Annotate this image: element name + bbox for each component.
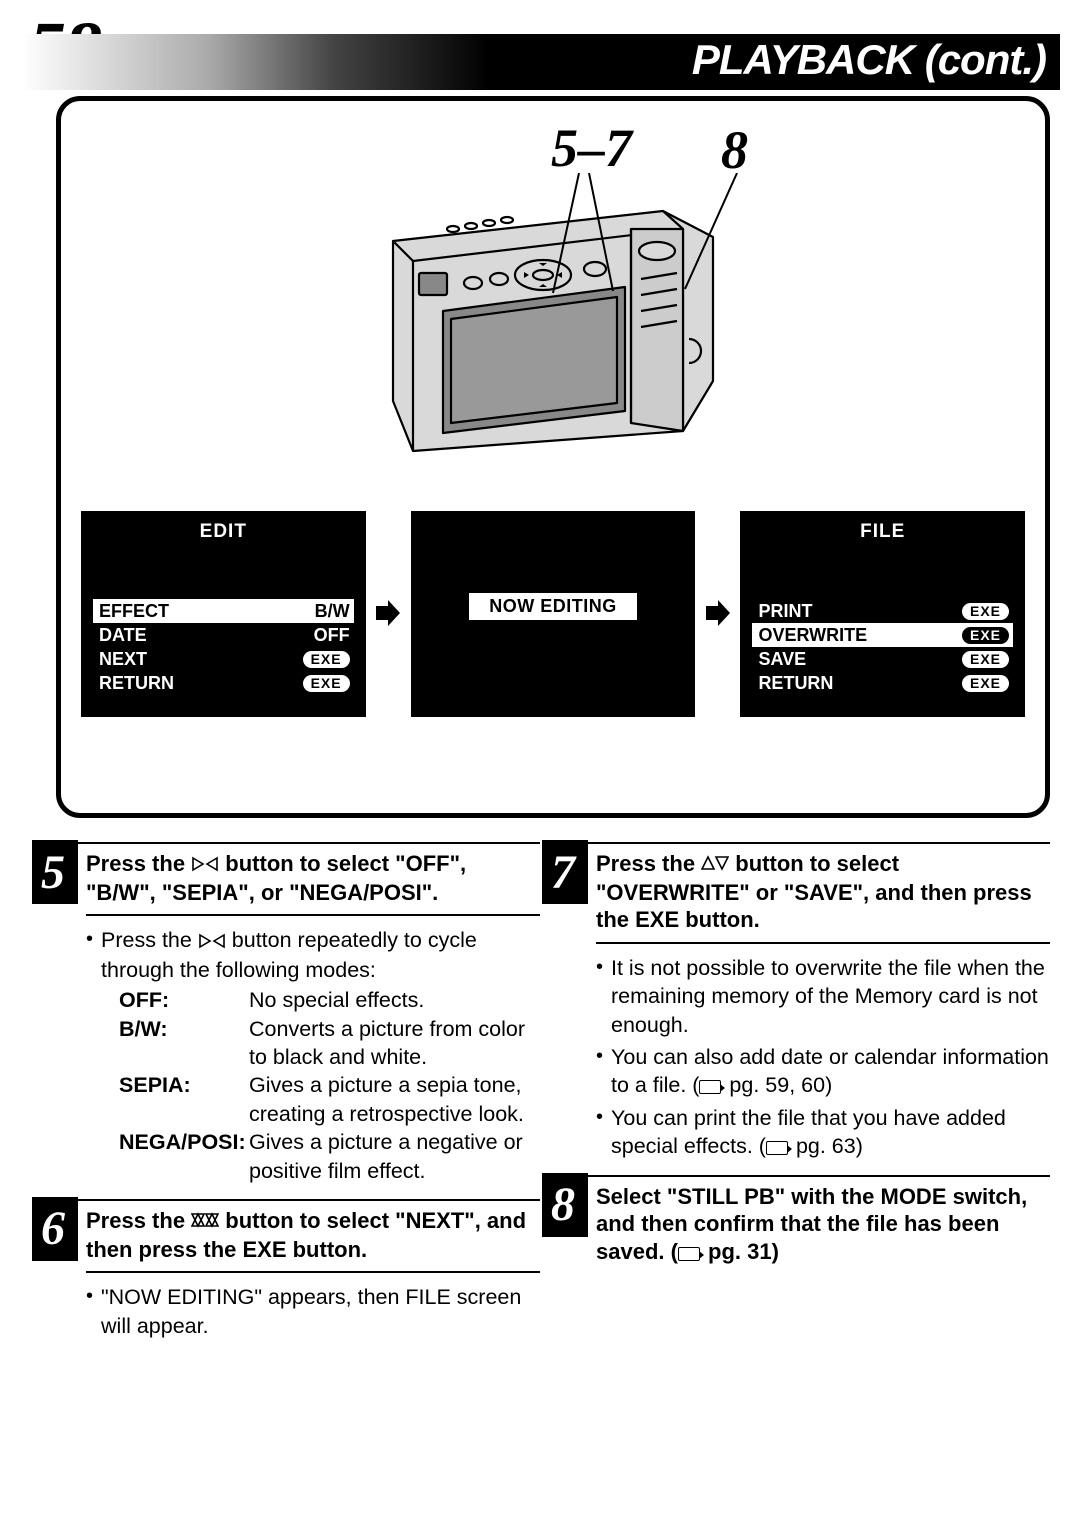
step-number: 5 bbox=[32, 840, 78, 904]
step-5-heading: Press the button to select "OFF", "B/W",… bbox=[86, 850, 540, 916]
page-ref-icon bbox=[699, 1080, 721, 1094]
mode-label: SEPIA: bbox=[119, 1071, 249, 1128]
panel-row-value: OFF bbox=[314, 625, 350, 646]
panel-edit-title: EDIT bbox=[93, 521, 354, 543]
mode-row: SEPIA:Gives a picture a sepia tone, crea… bbox=[119, 1071, 540, 1128]
panel-row: SAVE EXE bbox=[752, 647, 1013, 671]
panel-row-value: B/W bbox=[315, 601, 350, 622]
up-down-triangles-icon bbox=[191, 1208, 219, 1236]
left-right-triangles-icon bbox=[198, 928, 226, 956]
panel-now-editing: NOW EDITING bbox=[411, 511, 695, 717]
exe-pill: EXE bbox=[962, 675, 1009, 692]
exe-pill: EXE bbox=[962, 651, 1009, 668]
panel-row-label: EFFECT bbox=[99, 601, 169, 622]
panel-edit: EDIT EFFECT B/W DATE OFF NEXT EXE RETURN EXE bbox=[81, 511, 366, 717]
up-down-triangles-icon bbox=[701, 851, 729, 879]
now-editing-label: NOW EDITING bbox=[469, 593, 637, 620]
diagram-frame: 5–7 8 bbox=[56, 96, 1050, 818]
exe-pill: EXE bbox=[303, 675, 350, 692]
step-number: 8 bbox=[542, 1173, 588, 1237]
mode-table: OFF:No special effects.B/W:Converts a pi… bbox=[119, 986, 540, 1185]
screen-panels: EDIT EFFECT B/W DATE OFF NEXT EXE RETURN EXE NO… bbox=[81, 511, 1025, 717]
text: It is not possible to overwrite the file… bbox=[611, 954, 1050, 1039]
panel-row-label: DATE bbox=[99, 625, 147, 646]
exe-pill: EXE bbox=[962, 603, 1009, 620]
text: Press the bbox=[596, 851, 701, 876]
step-7-heading: Press the button to select "OVERWRITE" o… bbox=[596, 850, 1050, 944]
panel-row-label: RETURN bbox=[99, 673, 174, 694]
panel-row: PRINT EXE bbox=[752, 599, 1013, 623]
step-8: 8 Select "STILL PB" with the MODE switch… bbox=[566, 1175, 1050, 1274]
callout-8: 8 bbox=[721, 119, 748, 181]
callout-5-7: 5–7 bbox=[551, 117, 632, 179]
step-5: 5 Press the button to select "OFF", "B/W… bbox=[56, 842, 540, 1185]
mode-desc: No special effects. bbox=[249, 986, 424, 1014]
mode-row: B/W:Converts a picture from color to bla… bbox=[119, 1015, 540, 1072]
page-ref-icon bbox=[766, 1141, 788, 1155]
instruction-columns: 5 Press the button to select "OFF", "B/W… bbox=[56, 842, 1050, 1354]
panel-row-label: OVERWRITE bbox=[758, 625, 867, 646]
text: Press the bbox=[101, 928, 198, 952]
mode-row: OFF:No special effects. bbox=[119, 986, 540, 1014]
exe-pill: EXE bbox=[303, 651, 350, 668]
page-ref-icon bbox=[678, 1247, 700, 1261]
text: Select "STILL PB" with the MODE switch, … bbox=[596, 1184, 1027, 1264]
text: "NOW EDITING" appears, then FILE screen … bbox=[101, 1283, 540, 1340]
text: Press the bbox=[86, 1208, 191, 1233]
text: Press the bbox=[86, 851, 191, 876]
panel-row: OVERWRITE EXE bbox=[752, 623, 1013, 647]
panel-file-title: FILE bbox=[752, 521, 1013, 543]
step-6-body: "NOW EDITING" appears, then FILE screen … bbox=[86, 1283, 540, 1340]
step-number: 7 bbox=[542, 840, 588, 904]
panel-row: RETURN EXE bbox=[93, 671, 354, 695]
left-column: 5 Press the button to select "OFF", "B/W… bbox=[56, 842, 540, 1354]
panel-row-label: SAVE bbox=[758, 649, 806, 670]
mode-row: NEGA/POSI:Gives a picture a negative or … bbox=[119, 1128, 540, 1185]
step-7-body: It is not possible to overwrite the file… bbox=[596, 954, 1050, 1161]
panel-row-label: NEXT bbox=[99, 649, 147, 670]
text: pg. 59, 60) bbox=[723, 1073, 832, 1097]
mode-desc: Gives a picture a sepia tone, creating a… bbox=[249, 1071, 540, 1128]
panel-file: FILE PRINT EXE OVERWRITE EXE SAVE EXE RETURN EX… bbox=[740, 511, 1025, 717]
panel-row: DATE OFF bbox=[93, 623, 354, 647]
mode-desc: Gives a picture a negative or positive f… bbox=[249, 1128, 540, 1185]
panel-row: EFFECT B/W bbox=[93, 599, 354, 623]
panel-row-label: RETURN bbox=[758, 673, 833, 694]
panel-row-label: PRINT bbox=[758, 601, 812, 622]
section-title: PLAYBACK (cont.) bbox=[22, 34, 1060, 90]
step-7: 7 Press the button to select "OVERWRITE"… bbox=[566, 842, 1050, 1161]
arrow-icon bbox=[374, 589, 403, 639]
step-6-heading: Press the button to select "NEXT", and t… bbox=[86, 1207, 540, 1273]
text: pg. 31) bbox=[702, 1239, 779, 1264]
left-right-triangles-icon bbox=[191, 851, 219, 879]
step-number: 6 bbox=[32, 1197, 78, 1261]
page-header: 58 EN PLAYBACK (cont.) bbox=[0, 0, 1080, 92]
callout-line-57 bbox=[551, 173, 631, 303]
right-column: 7 Press the button to select "OVERWRITE"… bbox=[566, 842, 1050, 1354]
arrow-icon bbox=[703, 589, 732, 639]
camera-illustration-area: 5–7 8 bbox=[81, 115, 1025, 505]
panel-row: RETURN EXE bbox=[752, 671, 1013, 695]
mode-label: OFF: bbox=[119, 986, 249, 1014]
exe-pill: EXE bbox=[962, 627, 1009, 644]
mode-desc: Converts a picture from color to black a… bbox=[249, 1015, 540, 1072]
step-8-heading: Select "STILL PB" with the MODE switch, … bbox=[596, 1183, 1050, 1274]
step-6: 6 Press the button to select "NEXT", and… bbox=[56, 1199, 540, 1340]
mode-label: B/W: bbox=[119, 1015, 249, 1072]
text: pg. 63) bbox=[790, 1134, 863, 1158]
callout-line-8 bbox=[681, 173, 791, 303]
panel-row: NEXT EXE bbox=[93, 647, 354, 671]
step-5-body: Press the button repeatedly to cycle thr… bbox=[86, 926, 540, 1185]
mode-label: NEGA/POSI: bbox=[119, 1128, 249, 1185]
